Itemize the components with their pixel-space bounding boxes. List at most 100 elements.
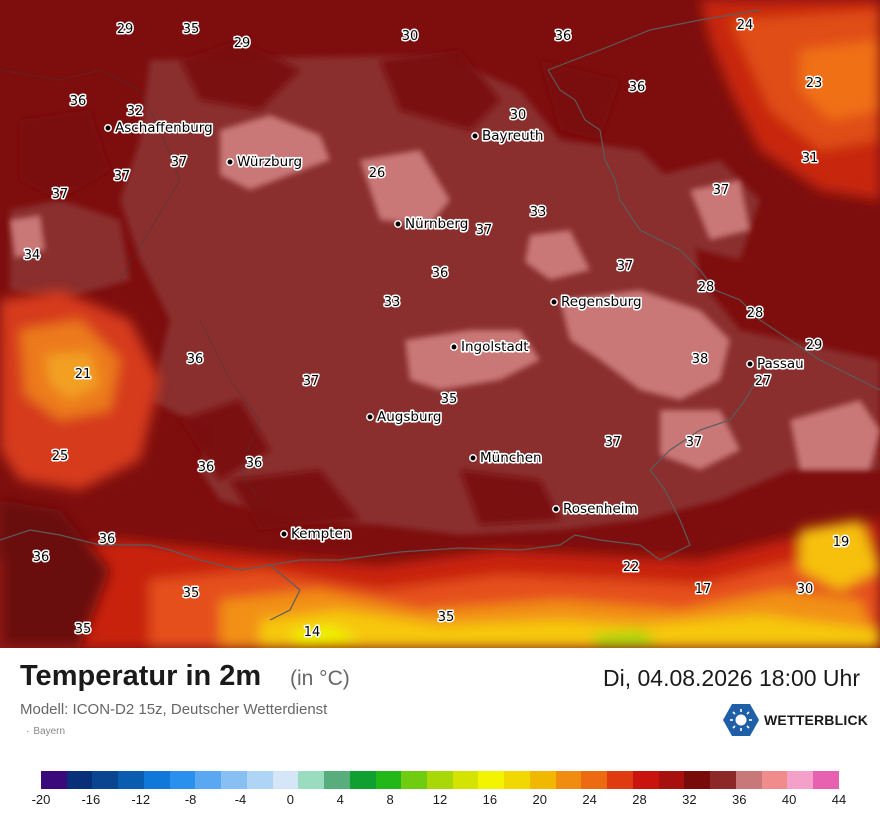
temperature-value-label: 35 (75, 622, 92, 637)
legend-tick-label: 36 (732, 792, 747, 807)
city-marker: Bayreuth (471, 126, 545, 146)
temperature-value-label: 24 (737, 18, 754, 33)
city-dot (394, 220, 402, 228)
legend-tick-label: -20 (31, 792, 51, 807)
temperature-value-label: 37 (52, 187, 69, 202)
temperature-labels: 29 35 29 30 36 24 36 32 36 23 30 37 37 26 31 37 37 34 33 37… (22, 17, 851, 642)
legend-swatch (813, 771, 839, 789)
legend-swatch (427, 771, 453, 789)
temperature-value-label: 14 (304, 625, 321, 640)
legend-swatch (195, 771, 222, 789)
temperature-value-label: 25 (52, 449, 69, 464)
legend-swatch (349, 771, 376, 789)
heat-field (0, 0, 880, 648)
legend-swatch (298, 771, 325, 789)
temperature-value-label: 37 (617, 259, 634, 274)
city-dot (552, 505, 560, 513)
temperature-value-label: 22 (623, 560, 640, 575)
city-dot (226, 158, 234, 166)
temperature-value-label: 17 (695, 582, 712, 597)
legend-swatch (555, 771, 582, 789)
map-title: Temperatur in 2m (20, 660, 262, 692)
city-marker: Regensburg (550, 292, 643, 312)
city-name: Passau (757, 356, 804, 372)
temperature-value-label: 31 (802, 151, 819, 166)
temperature-value-label: 37 (303, 374, 320, 389)
city-marker: Ingolstadt (450, 337, 530, 357)
temperature-value-label: 34 (24, 248, 41, 263)
brand-name: WETTERBLICK (764, 712, 869, 728)
wetterblick-logo-icon (723, 704, 759, 736)
city-name: Kempten (291, 526, 351, 542)
legend-swatch (710, 771, 736, 789)
temperature-value-label: 36 (555, 29, 572, 44)
legend-tick-label: -4 (234, 792, 247, 807)
legend-tick-label: 8 (386, 792, 394, 807)
city-dot (746, 360, 754, 368)
city-dot (469, 454, 477, 462)
temperature-value-label: 29 (806, 338, 823, 353)
temperature-value-label: 28 (747, 306, 764, 321)
legend-swatch (607, 771, 633, 789)
city-marker: Aschaffenburg (104, 118, 214, 138)
temperature-value-label: 37 (605, 435, 622, 450)
temperature-value-label: 21 (75, 367, 92, 382)
region-border (0, 69, 261, 501)
city-marker: Augsburg (366, 407, 443, 427)
forecast-datetime: Di, 04.08.2026 18:00 Uhr (602, 665, 860, 691)
city-name: Regensburg (561, 294, 642, 310)
legend-swatch (169, 771, 196, 789)
temperature-value-label: 36 (70, 94, 87, 109)
temperature-value-label: 26 (369, 166, 386, 181)
wetterblick-logo: WETTERBLICK (723, 703, 868, 737)
legend-swatch (632, 771, 659, 789)
temperature-value-label: 36 (99, 532, 116, 547)
legend-swatch (246, 771, 273, 789)
city-dot (550, 298, 558, 306)
temperature-value-label: 36 (187, 352, 204, 367)
legend-tick-label: 40 (781, 792, 797, 807)
legend-tick-label: 24 (582, 792, 597, 807)
legend-swatch (324, 771, 350, 789)
temperature-value-label: 27 (755, 374, 772, 389)
legend-tick-label: 32 (682, 792, 697, 807)
temperature-value-label: 33 (384, 295, 401, 310)
temperature-value-label: 36 (198, 460, 215, 475)
legend-swatch (66, 771, 93, 789)
legend-ticks: -20 -16 -12 -8 -4 0 4 8 12 16 20 24 28 32 36 40 44 (0, 792, 880, 812)
legend-swatch (118, 771, 144, 789)
map-footer: Temperatur in 2m (in °C) Di, 04.08.2026 … (0, 648, 880, 830)
legend-swatch (452, 771, 479, 789)
legend-tick-label: -16 (81, 792, 101, 807)
legend-tick-label: 20 (532, 792, 547, 807)
temperature-value-label: 23 (806, 76, 823, 91)
city-marker: Würzburg (226, 152, 304, 172)
city-marker: Nürnberg (394, 214, 470, 234)
legend-swatch (658, 771, 685, 789)
city-dot (366, 413, 374, 421)
city-labels: Aschaffenburg Würzburg Bayreuth Nürnberg Reg… (104, 118, 805, 544)
legend-tick-label: 16 (482, 792, 498, 807)
temperature-value-label: 37 (476, 223, 493, 238)
unit-label: (in °C) (290, 667, 350, 690)
city-dot (471, 132, 479, 140)
temperature-value-label: 35 (438, 610, 455, 625)
legend-tick-label: -12 (131, 792, 151, 807)
legend-swatch (735, 771, 762, 789)
legend-swatch (41, 771, 67, 789)
legend-swatch (478, 771, 505, 789)
temperature-value-label: 30 (510, 108, 527, 123)
city-name: Aschaffenburg (115, 120, 213, 136)
temperature-value-label: 35 (441, 392, 458, 407)
temperature-value-label: 28 (698, 280, 715, 295)
legend-tick-label: -8 (184, 792, 197, 807)
city-name: Nürnberg (405, 216, 468, 232)
color-legend (41, 771, 839, 789)
city-name: Bayreuth (482, 128, 544, 144)
legend-swatch (684, 771, 711, 789)
city-name: Ingolstadt (461, 339, 529, 355)
temperature-value-label: 35 (183, 22, 200, 37)
temperature-value-label: 37 (171, 155, 188, 170)
temperature-value-label: 29 (234, 36, 251, 51)
temperature-value-label: 36 (33, 550, 50, 565)
